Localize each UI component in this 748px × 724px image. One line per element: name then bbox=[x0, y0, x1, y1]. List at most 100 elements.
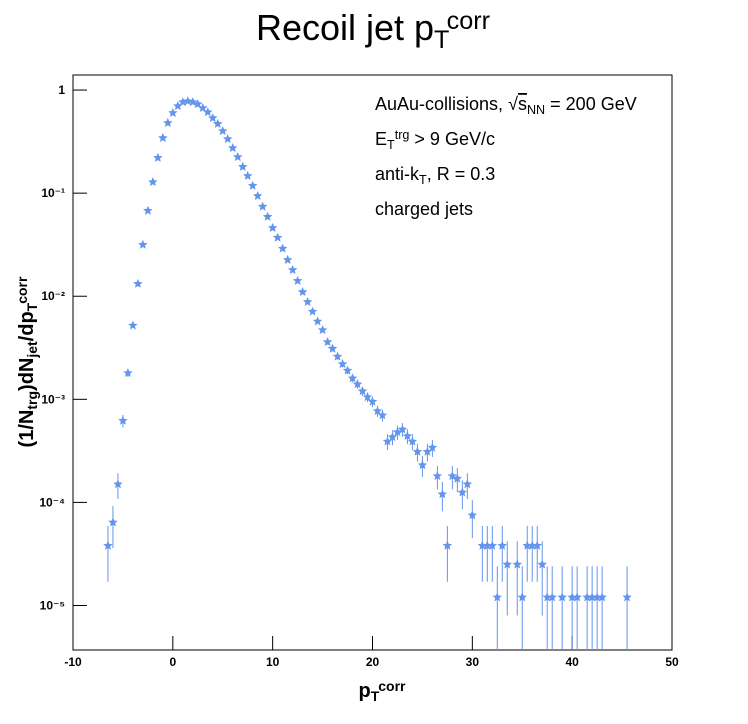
data-point bbox=[178, 97, 188, 107]
data-point bbox=[352, 379, 363, 389]
data-point bbox=[233, 152, 243, 162]
data-point bbox=[148, 177, 158, 187]
text-part: NN bbox=[527, 103, 545, 117]
data-point bbox=[547, 592, 557, 602]
data-point bbox=[282, 254, 293, 264]
data-point bbox=[487, 540, 498, 550]
data-point bbox=[307, 306, 318, 316]
data-point bbox=[542, 592, 552, 602]
x-tick-label: 30 bbox=[466, 655, 480, 669]
y-axis-label: (1/Ntrg)dNjet/dpTcorr bbox=[14, 276, 40, 447]
data-point bbox=[452, 473, 463, 483]
data-point bbox=[442, 540, 453, 550]
data-point bbox=[183, 96, 193, 106]
data-point bbox=[537, 559, 547, 569]
data-point bbox=[397, 424, 408, 434]
data-point bbox=[277, 243, 288, 253]
text-part: T bbox=[24, 302, 40, 311]
data-point bbox=[347, 373, 358, 383]
text-part: corr bbox=[14, 276, 30, 304]
data-point bbox=[108, 517, 118, 527]
text-part: T bbox=[387, 138, 395, 152]
data-point bbox=[587, 592, 597, 602]
text-part: T bbox=[419, 173, 427, 187]
text-part: AuAu-collisions, bbox=[375, 94, 508, 114]
text-part: )dN bbox=[16, 358, 38, 391]
text-part: Recoil jet p bbox=[256, 7, 434, 48]
data-point bbox=[512, 559, 522, 569]
data-point bbox=[213, 118, 223, 128]
data-point bbox=[467, 510, 478, 520]
text-part: charged jets bbox=[375, 199, 473, 219]
data-point bbox=[322, 337, 333, 346]
data-point bbox=[532, 540, 542, 550]
data-point bbox=[198, 103, 208, 112]
data-point bbox=[272, 232, 283, 242]
data-point bbox=[138, 239, 148, 249]
x-tick-label: 0 bbox=[169, 655, 176, 669]
data-point bbox=[387, 432, 398, 442]
data-point bbox=[357, 386, 368, 396]
text-part: = 200 GeV bbox=[545, 94, 637, 114]
data-point bbox=[208, 113, 218, 123]
data-point bbox=[492, 592, 502, 602]
data-point bbox=[143, 205, 153, 215]
data-point bbox=[367, 396, 378, 406]
data-point bbox=[417, 460, 428, 470]
text-part: T bbox=[434, 26, 449, 54]
data-point bbox=[262, 211, 273, 221]
data-point bbox=[477, 540, 488, 550]
data-point bbox=[203, 107, 213, 117]
data-point bbox=[193, 99, 203, 109]
data-point bbox=[113, 479, 123, 489]
data-point bbox=[377, 410, 388, 420]
data-points bbox=[103, 96, 632, 650]
x-tick-label: 20 bbox=[366, 655, 380, 669]
data-point bbox=[597, 592, 607, 602]
data-point bbox=[407, 436, 418, 446]
y-tick-label: 10⁻² bbox=[41, 289, 65, 303]
plot-frame bbox=[72, 74, 673, 651]
data-point bbox=[592, 592, 602, 602]
x-tick-label: -10 bbox=[64, 655, 82, 669]
text-part: , R = 0.3 bbox=[427, 164, 496, 184]
text-part: jet bbox=[24, 341, 40, 359]
data-point bbox=[243, 170, 253, 180]
text-part: /dp bbox=[16, 311, 38, 341]
data-point bbox=[257, 201, 268, 211]
annotation: ETtrg > 9 GeV/c bbox=[375, 128, 495, 152]
data-point bbox=[422, 446, 433, 456]
data-point bbox=[482, 540, 493, 550]
data-point bbox=[497, 540, 507, 550]
data-point bbox=[128, 320, 138, 330]
text-part: trg bbox=[395, 128, 410, 142]
data-point bbox=[218, 126, 228, 136]
text-part: trg bbox=[24, 391, 40, 410]
text-part: √ bbox=[508, 94, 518, 114]
data-point bbox=[173, 101, 183, 111]
data-point bbox=[522, 540, 532, 550]
y-tick-label: 10⁻¹ bbox=[41, 186, 65, 200]
data-point bbox=[527, 540, 537, 550]
data-point bbox=[402, 431, 413, 441]
text-part: anti-k bbox=[375, 164, 420, 184]
data-point bbox=[188, 97, 198, 107]
data-point bbox=[582, 592, 592, 602]
text-part: corr bbox=[447, 7, 490, 35]
data-point bbox=[133, 278, 143, 288]
data-point bbox=[118, 415, 128, 425]
data-point bbox=[228, 143, 238, 153]
data-point bbox=[153, 152, 163, 162]
x-axis-label: pTcorr bbox=[359, 678, 407, 704]
data-point bbox=[427, 442, 438, 452]
data-point bbox=[252, 190, 263, 200]
data-point bbox=[437, 489, 448, 499]
text-part: E bbox=[375, 129, 387, 149]
y-tick-label: 10⁻⁴ bbox=[39, 495, 65, 509]
data-point bbox=[342, 365, 353, 375]
text-part: (1/N bbox=[16, 410, 38, 448]
data-point bbox=[302, 297, 313, 306]
data-point bbox=[337, 359, 348, 369]
y-tick-label: 10⁻⁵ bbox=[40, 598, 65, 612]
